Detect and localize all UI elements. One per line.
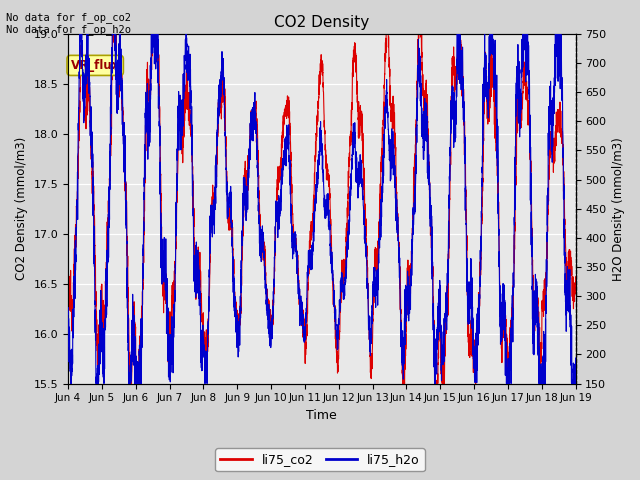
Y-axis label: CO2 Density (mmol/m3): CO2 Density (mmol/m3) (15, 137, 28, 280)
Legend: li75_co2, li75_h2o: li75_co2, li75_h2o (215, 448, 425, 471)
Title: CO2 Density: CO2 Density (274, 15, 369, 30)
Text: No data for f_op_co2
No data for f_op_h2o: No data for f_op_co2 No data for f_op_h2… (6, 12, 131, 36)
Y-axis label: H2O Density (mmol/m3): H2O Density (mmol/m3) (612, 137, 625, 281)
X-axis label: Time: Time (307, 409, 337, 422)
Text: VR_flux: VR_flux (70, 59, 120, 72)
